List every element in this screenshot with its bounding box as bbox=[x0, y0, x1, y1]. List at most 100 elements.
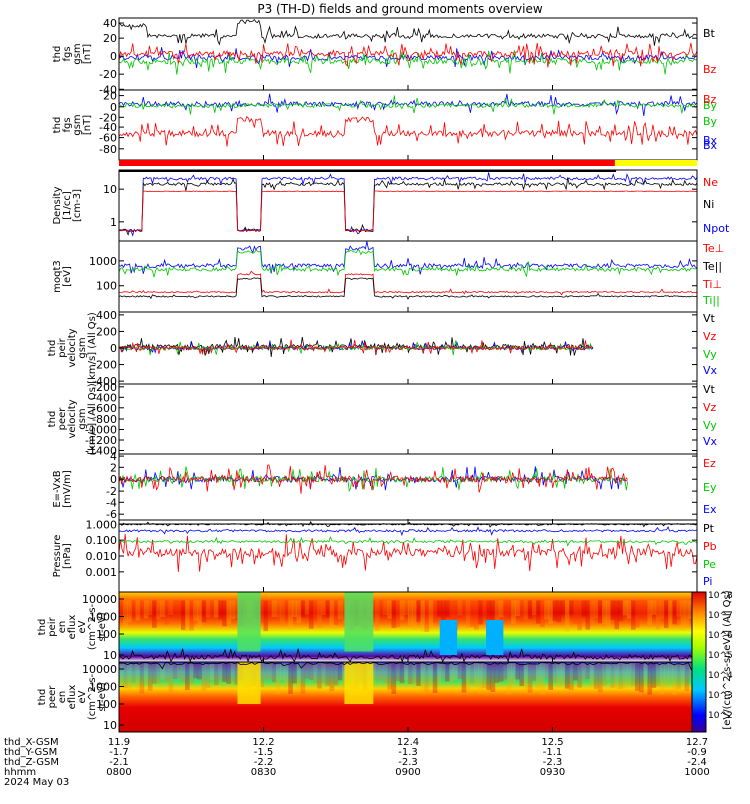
spectrogram-strip bbox=[436, 600, 442, 617]
spectrogram-strip bbox=[271, 663, 277, 683]
colorbar-tick-label: 10^5 bbox=[708, 651, 733, 661]
spectrogram-strip bbox=[441, 663, 446, 680]
y-axis-label: velocity bbox=[67, 399, 78, 438]
y-axis-label: eV bbox=[77, 620, 88, 633]
y-axis-label: (cm^2-s- bbox=[87, 603, 98, 650]
spectrogram-strip bbox=[663, 663, 669, 687]
series-Ni bbox=[118, 177, 698, 236]
spectrogram-strip bbox=[313, 663, 318, 684]
spectrogram-strip bbox=[511, 600, 516, 624]
spectrogram-strip bbox=[581, 600, 587, 617]
spectrogram-strip bbox=[597, 663, 603, 693]
spectrogram-strip bbox=[552, 600, 558, 621]
footer-value: -2.1 bbox=[109, 757, 129, 768]
spectrogram-strip bbox=[622, 600, 628, 616]
spectrogram-strip bbox=[296, 600, 302, 624]
spectrogram-burst bbox=[486, 620, 504, 655]
panel-frame bbox=[118, 89, 698, 161]
y-tick-label: 10000 bbox=[82, 593, 117, 606]
colorbar: 10^8 10^7 10^6 10^5 10^4 10^3 10^2[eV/(cm^2-s-… bbox=[691, 590, 733, 733]
spectrogram-strip bbox=[589, 600, 595, 626]
footer-value: 0800 bbox=[106, 767, 131, 778]
series-Npot bbox=[118, 172, 698, 237]
spectrogram-strip bbox=[655, 600, 661, 630]
spectrogram-strip bbox=[379, 600, 384, 615]
spectrogram-strip bbox=[189, 600, 194, 631]
spectrogram-strip bbox=[531, 600, 537, 616]
spectrogram-strip bbox=[540, 663, 545, 695]
y-axis-label: gsm bbox=[72, 43, 83, 64]
spectrogram-strip bbox=[502, 663, 508, 680]
spectrogram-strip bbox=[391, 600, 397, 628]
panel-6: -200-400-600-800-1000-1200-1400 thd peer ve… bbox=[47, 381, 718, 458]
footer-value: 0930 bbox=[540, 767, 565, 778]
spectrogram-strip bbox=[639, 663, 644, 693]
footer-value: 1000 bbox=[684, 767, 709, 778]
panel-frame bbox=[118, 169, 698, 242]
spectrogram-strip bbox=[531, 663, 537, 681]
y-tick-label: -200 bbox=[92, 381, 117, 394]
spectrogram-strip bbox=[523, 600, 529, 620]
spectrogram-strip bbox=[424, 663, 430, 692]
spectrogram-strip bbox=[597, 600, 603, 624]
spectrogram-strip bbox=[234, 600, 240, 619]
spectrogram-strip bbox=[218, 663, 223, 681]
legend-Bz: Bz bbox=[703, 93, 717, 106]
spectrogram-strip bbox=[135, 663, 141, 689]
spectrogram-strip bbox=[416, 663, 421, 686]
footer-row-label: thd_Z-GSM bbox=[4, 757, 59, 768]
spectrogram-strip bbox=[569, 663, 574, 691]
series-Vz bbox=[119, 339, 594, 356]
footer-value: -1.7 bbox=[109, 747, 129, 758]
spectrogram-strip bbox=[403, 663, 409, 681]
footer-value: -2.3 bbox=[398, 757, 418, 768]
spectrogram-strip bbox=[659, 663, 665, 695]
spectrogram-strip bbox=[461, 663, 467, 693]
panel-5: 400 200 0 -200 -400 thd peir velocity gsm [km/s] … bbox=[47, 309, 718, 388]
spectrogram-strip bbox=[317, 600, 322, 628]
colorbar-tick-label: 10^4 bbox=[708, 671, 733, 681]
spectrogram-strip bbox=[337, 663, 343, 681]
spectrogram-strip bbox=[374, 663, 380, 681]
spectrogram-strip bbox=[498, 600, 504, 618]
spectrogram-strip bbox=[317, 663, 322, 689]
spectrogram-strip bbox=[535, 663, 541, 689]
spectrogram-strip bbox=[152, 663, 157, 684]
spectrogram-strip bbox=[329, 663, 335, 692]
spectrogram-strip bbox=[610, 663, 615, 688]
spectrogram-strip bbox=[383, 663, 388, 684]
colorbar-tick-label: 10^7 bbox=[708, 611, 733, 621]
spectrogram-strip bbox=[647, 663, 653, 695]
y-tick-label: -6 bbox=[106, 508, 117, 521]
y-tick-label: 1 bbox=[110, 216, 117, 229]
spectrogram-strip bbox=[193, 663, 198, 679]
y-tick-label: 100 bbox=[96, 698, 117, 711]
series-By bbox=[118, 95, 698, 115]
spectrogram-strip bbox=[672, 600, 677, 625]
legend-Ey: Ey bbox=[703, 481, 717, 494]
y-tick-label: 10 bbox=[103, 719, 117, 732]
y-tick-label: 0.010 bbox=[86, 550, 118, 563]
spectrogram-strip bbox=[428, 663, 434, 686]
spectrogram-strip bbox=[308, 663, 314, 680]
y-tick-label: -20 bbox=[99, 68, 117, 81]
series-Bt bbox=[118, 18, 698, 46]
spectrogram-strip bbox=[552, 663, 558, 683]
spectrogram-strip bbox=[618, 663, 624, 690]
y-tick-label: 0 bbox=[110, 473, 117, 486]
y-tick-label: 400 bbox=[96, 309, 117, 322]
panel-7: 420-2-4-6 E=-VxB [mV/m] Ez Ey Ex bbox=[52, 450, 717, 525]
legend-Npot: Npot bbox=[703, 222, 730, 235]
spectrogram-strip bbox=[630, 600, 636, 630]
spectrogram-strip bbox=[453, 600, 459, 630]
y-tick-label: 20 bbox=[103, 32, 117, 45]
panel-8: 1.000 0.100 0.010 0.001 Pressure [nPa] Pt Pb Pe P… bbox=[52, 518, 717, 593]
spectrogram-strip bbox=[300, 663, 306, 694]
y-tick-label: -600 bbox=[92, 402, 117, 415]
spectrogram-strip bbox=[436, 663, 442, 684]
legend-Te||: Te|| bbox=[702, 260, 722, 273]
spectrogram-strip bbox=[131, 600, 137, 615]
spectrogram-strip bbox=[234, 663, 240, 685]
y-axis-label: sr-eV) bbox=[97, 612, 108, 641]
